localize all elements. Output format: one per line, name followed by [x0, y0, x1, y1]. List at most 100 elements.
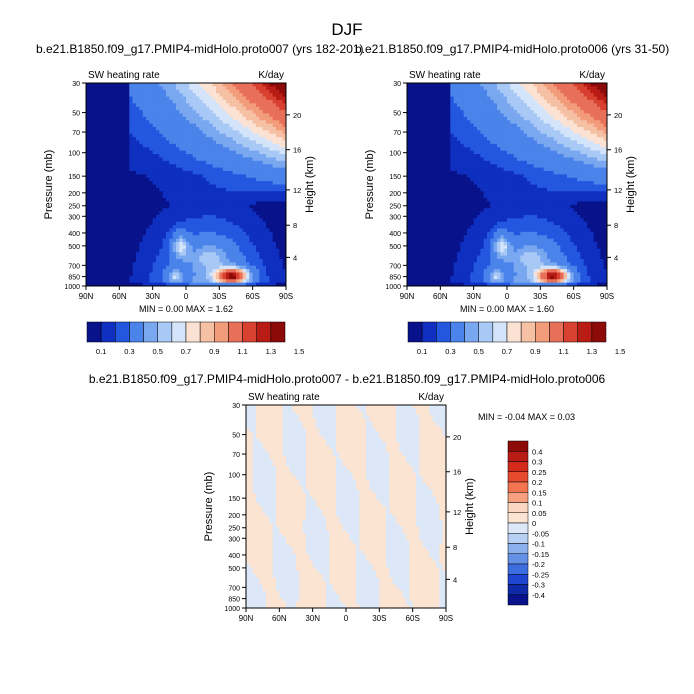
heatmap-cell — [276, 130, 280, 135]
heatmap-cell — [179, 279, 184, 284]
heatmap-cell — [440, 218, 445, 223]
heatmap-cell — [276, 181, 280, 185]
heatmap-cell — [152, 184, 157, 189]
heatmap-cell — [162, 255, 167, 260]
heatmap-cell — [423, 130, 428, 135]
heatmap-cell — [96, 93, 100, 97]
heatmap-cell — [457, 133, 461, 138]
heatmap-cell — [467, 191, 471, 196]
heatmap-cell — [453, 170, 458, 175]
heatmap-cell — [232, 269, 237, 273]
heatmap-cell — [413, 167, 418, 172]
heatmap-cell — [249, 221, 254, 226]
heatmap-cell — [450, 282, 455, 287]
heatmap-cell — [272, 137, 277, 141]
heatmap-cell — [146, 279, 150, 284]
heatmap-cell — [116, 106, 120, 111]
heatmap-cell — [407, 252, 411, 256]
heatmap-cell — [470, 262, 475, 267]
heatmap-cell — [249, 157, 254, 162]
heatmap-cell — [166, 157, 170, 162]
heatmap-cell — [92, 211, 97, 216]
heatmap-cell — [212, 181, 217, 185]
heatmap-cell — [256, 184, 260, 189]
heatmap-cell — [176, 120, 180, 124]
heatmap-cell — [437, 211, 441, 216]
heatmap-cell — [129, 228, 134, 233]
heatmap-cell — [199, 238, 204, 243]
heatmap-cell — [463, 208, 468, 212]
heatmap-cell — [189, 191, 194, 196]
heatmap-cell — [162, 130, 167, 135]
heatmap-cell — [139, 116, 144, 121]
heatmap-cell — [262, 242, 267, 246]
heatmap-cell — [109, 154, 114, 158]
heatmap-cell — [239, 282, 244, 287]
heatmap-cell — [249, 96, 254, 101]
heatmap-cell — [262, 225, 267, 229]
heatmap-cell — [420, 170, 425, 175]
heatmap-cell — [196, 198, 200, 202]
heatmap-cell — [102, 252, 107, 256]
heatmap-cell — [453, 96, 458, 101]
heatmap-cell — [122, 191, 127, 196]
heatmap-cell — [176, 269, 180, 273]
heatmap-cell — [182, 221, 187, 226]
heatmap-cell — [229, 235, 234, 240]
heatmap-cell — [463, 106, 468, 111]
heatmap-cell — [159, 252, 164, 256]
heatmap-cell — [242, 123, 247, 128]
heatmap-cell — [136, 187, 140, 192]
heatmap-cell — [169, 130, 174, 135]
heatmap-cell — [162, 279, 167, 284]
heatmap-cell — [126, 83, 130, 87]
heatmap-cell — [156, 170, 160, 175]
heatmap-cell — [186, 83, 190, 87]
heatmap-cell — [132, 93, 137, 97]
heatmap-cell — [266, 106, 270, 111]
heatmap-cell — [480, 120, 485, 124]
heatmap-cell — [480, 130, 485, 135]
heatmap-cell — [276, 204, 280, 209]
heatmap-cell — [259, 106, 264, 111]
heatmap-cell — [202, 242, 207, 246]
heatmap-cell — [276, 140, 280, 145]
heatmap-cell — [172, 99, 177, 104]
heatmap-cell — [86, 245, 90, 250]
heatmap-cell — [252, 154, 257, 158]
heatmap-cell — [192, 252, 197, 256]
heatmap-cell — [156, 245, 160, 250]
heatmap-cell — [152, 272, 157, 277]
heatmap-cell — [473, 187, 478, 192]
heatmap-cell — [269, 181, 274, 185]
heatmap-cell — [89, 282, 94, 287]
heatmap-cell — [179, 218, 184, 223]
heatmap-cell — [226, 147, 230, 152]
heatmap-cell — [126, 258, 130, 263]
heatmap-cell — [239, 83, 244, 87]
heatmap-cell — [216, 221, 220, 226]
heatmap-cell — [269, 106, 274, 111]
heatmap-cell — [232, 170, 237, 175]
heatmap-cell — [216, 110, 220, 114]
heatmap-cell — [92, 225, 97, 229]
heatmap-cell — [437, 174, 441, 179]
heatmap-cell — [272, 174, 277, 179]
heatmap-cell — [252, 86, 257, 91]
heatmap-cell — [119, 255, 124, 260]
heatmap-cell — [156, 265, 160, 270]
heatmap-cell — [102, 272, 107, 277]
heatmap-cell — [242, 130, 247, 135]
heatmap-cell — [106, 106, 110, 111]
heatmap-cell — [413, 187, 418, 192]
heatmap-cell — [209, 204, 214, 209]
heatmap-cell — [252, 160, 257, 165]
heatmap-cell — [239, 248, 244, 253]
heatmap-cell — [423, 116, 428, 121]
heatmap-cell — [453, 238, 458, 243]
heatmap-cell — [477, 164, 481, 168]
heatmap-cell — [102, 157, 107, 162]
heatmap-cell — [229, 160, 234, 165]
heatmap-cell — [196, 211, 200, 216]
heatmap-cell — [122, 164, 127, 168]
